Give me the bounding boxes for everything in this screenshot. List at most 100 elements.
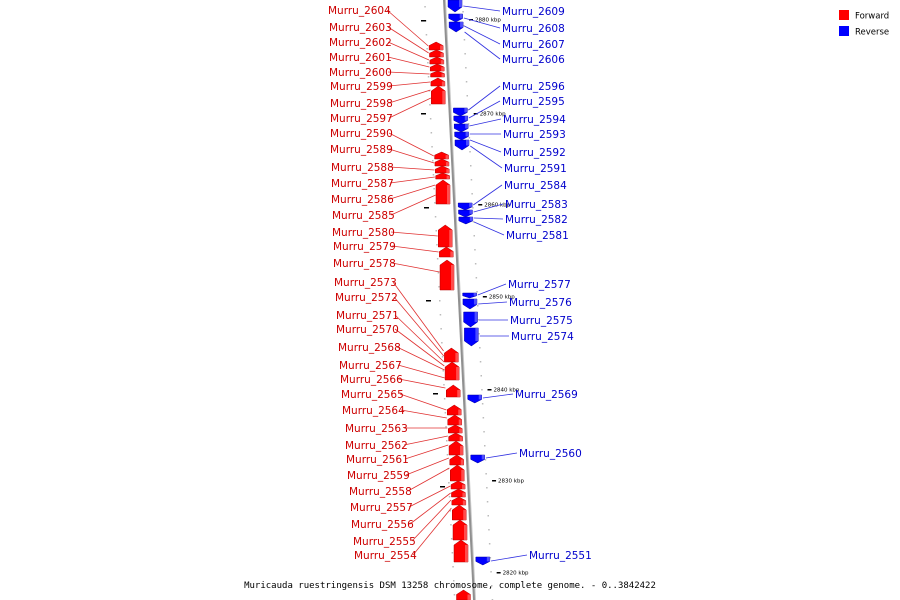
forward-leader-line <box>400 409 447 419</box>
forward-gene-shade <box>441 73 445 77</box>
track-dot <box>434 202 436 204</box>
gap-marker <box>426 300 431 302</box>
track-dot <box>464 53 466 55</box>
forward-gene-label: Murru_2561 <box>346 454 409 466</box>
track-dot <box>430 132 433 134</box>
track-dot <box>488 543 491 545</box>
forward-leader-line <box>388 148 435 164</box>
forward-leader-line <box>388 81 431 87</box>
track-dot <box>482 417 485 419</box>
track-dot <box>453 594 456 596</box>
forward-gene-shade <box>458 409 462 415</box>
reverse-gene-label: Murru_2591 <box>504 163 567 175</box>
legend: Forward Reverse <box>839 10 889 38</box>
reverse-gene-label: Murru_2594 <box>503 114 566 126</box>
label-leader-lines <box>386 5 528 562</box>
track-dot <box>427 76 430 78</box>
reverse-leader-line <box>473 184 503 206</box>
track-dot <box>445 426 447 428</box>
reverse-gene-label: Murru_2592 <box>503 147 566 159</box>
track-dot <box>463 39 466 41</box>
forward-leader-line <box>389 176 435 184</box>
reverse-gene-shade <box>474 312 478 322</box>
forward-gene-label: Murru_2557 <box>350 502 413 514</box>
forward-leader-line <box>394 328 445 367</box>
track-dot <box>440 328 442 330</box>
track-dot <box>449 510 451 512</box>
forward-gene-label: Murru_2579 <box>333 241 396 253</box>
reverse-leader-line <box>478 301 508 305</box>
gap-marker <box>440 486 445 488</box>
track-dot <box>452 566 454 568</box>
track-dot <box>480 375 482 377</box>
forward-leader-line <box>390 231 438 237</box>
forward-gene-shade <box>449 230 453 247</box>
forward-gene-label: Murru_2597 <box>330 113 393 125</box>
forward-gene-shade <box>446 169 450 173</box>
track-dot <box>450 538 453 540</box>
forward-gene-shade <box>457 390 461 397</box>
track-dot <box>484 459 487 461</box>
forward-gene-label: Murru_2566 <box>340 374 403 386</box>
gap-marker <box>421 20 426 22</box>
forward-leader-line <box>387 71 430 75</box>
reverse-gene-label: Murru_2551 <box>529 550 592 562</box>
track-dot <box>442 370 444 372</box>
forward-leader-line <box>411 499 452 542</box>
reverse-gene-arrow <box>447 0 463 13</box>
track-dot <box>474 249 476 251</box>
track-dot <box>477 305 479 307</box>
reverse-gene-shade <box>481 455 485 460</box>
track-dot <box>473 235 475 237</box>
forward-gene-shade <box>459 428 463 433</box>
forward-gene-label: Murru_2598 <box>330 98 393 110</box>
track-dot <box>462 11 464 13</box>
gene-features <box>428 0 491 600</box>
forward-gene-shade <box>440 45 444 50</box>
track-dot <box>436 258 439 260</box>
forward-gene-shade <box>462 484 466 489</box>
reverse-gene-shade <box>465 132 469 137</box>
reverse-gene-label: Murru_2574 <box>511 331 574 343</box>
forward-gene-label: Murru_2585 <box>332 210 395 222</box>
forward-leader-line <box>407 467 450 492</box>
legend-forward-swatch <box>839 10 849 20</box>
forward-gene-label: Murru_2601 <box>329 52 392 64</box>
forward-leader-line <box>386 9 429 47</box>
forward-gene-shade <box>447 185 450 204</box>
forward-leader-line <box>404 444 449 460</box>
reverse-gene-label: Murru_2609 <box>502 6 565 18</box>
reverse-gene-label: Murru_2576 <box>509 297 572 309</box>
forward-gene-label: Murru_2604 <box>328 5 391 17</box>
forward-gene-shade <box>456 367 460 380</box>
gap-marker <box>433 393 438 395</box>
forward-leader-line <box>391 262 440 273</box>
forward-gene-label: Murru_2565 <box>341 389 404 401</box>
reverse-gene-shade <box>469 210 473 214</box>
reverse-gene-label: Murru_2575 <box>510 315 573 327</box>
track-dot <box>438 286 440 288</box>
track-dot <box>486 501 489 503</box>
scale-tick-mark <box>473 113 478 115</box>
track-dot <box>441 356 444 358</box>
track-dot <box>427 62 429 64</box>
reverse-gene-label: Murru_2577 <box>508 279 571 291</box>
track-dot <box>465 67 467 69</box>
forward-gene-label: Murru_2554 <box>354 550 417 562</box>
track-dot <box>434 216 437 218</box>
scale-tick-label: 2880 kbp <box>475 18 501 24</box>
forward-gene-shade <box>441 67 445 71</box>
forward-gene-label: Murru_2568 <box>338 342 401 354</box>
reverse-gene-shade <box>469 203 473 207</box>
forward-leader-line <box>394 314 445 363</box>
forward-gene-shade <box>465 545 468 562</box>
reverse-gene-shade <box>464 116 468 121</box>
track-dot <box>477 319 480 321</box>
forward-gene-label: Murru_2558 <box>349 486 412 498</box>
track-dot <box>467 109 469 111</box>
track-dot <box>453 580 455 582</box>
reverse-leader-line <box>477 283 507 296</box>
forward-gene-label: Murru_2556 <box>351 519 414 531</box>
forward-gene-shade <box>464 525 467 540</box>
reverse-gene-label: Murru_2608 <box>502 23 565 35</box>
